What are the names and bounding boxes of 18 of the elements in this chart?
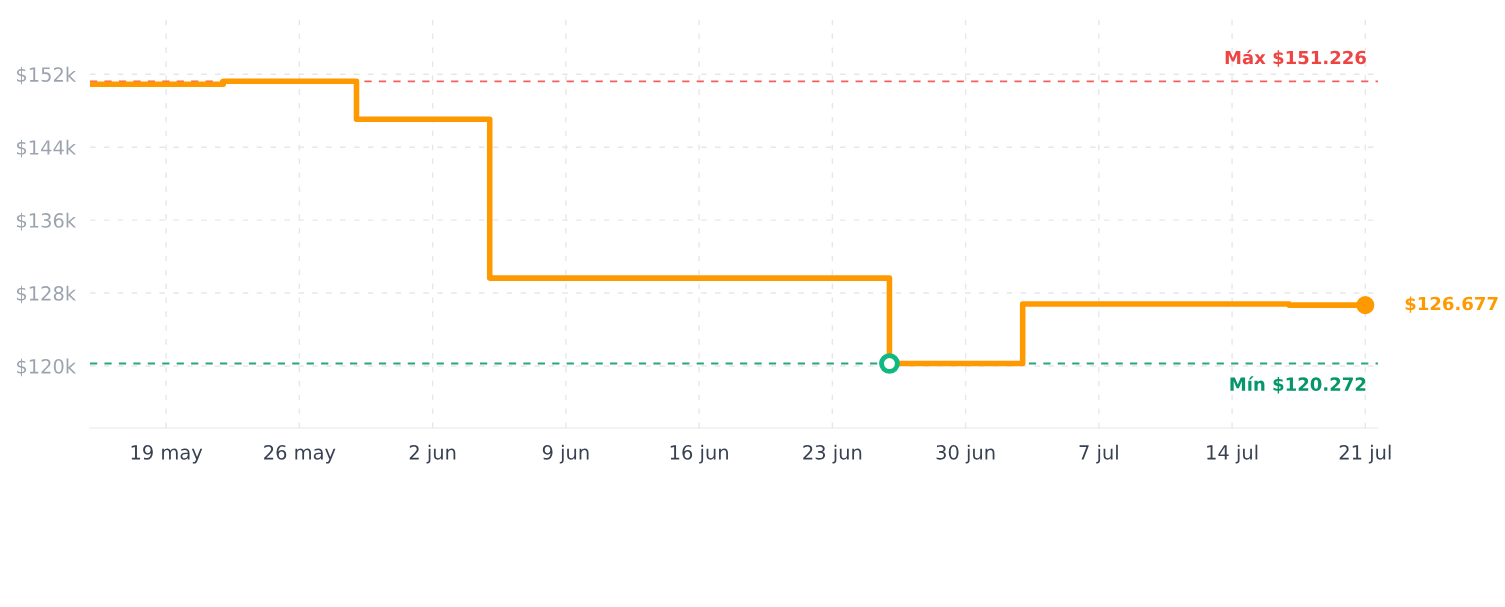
x-tick-label: 16 jun bbox=[670, 444, 728, 464]
data-label: $126.677 bbox=[1405, 296, 1498, 313]
x-tick-label: 14 jul bbox=[1207, 444, 1258, 464]
y-tick-label: $152k bbox=[16, 66, 77, 85]
ref-line-label: Mín $120.272 bbox=[1230, 376, 1366, 394]
x-tick-label: 7 jul bbox=[1079, 444, 1118, 464]
y-tick-label: $120k bbox=[16, 358, 77, 377]
x-tick-label: 26 may bbox=[264, 445, 336, 464]
x-tick-label: 9 jun bbox=[542, 444, 589, 464]
x-tick-label: 30 jun bbox=[936, 444, 995, 464]
ref-line-label: Máx $151.226 bbox=[1225, 49, 1366, 67]
y-tick-label: $128k bbox=[16, 285, 77, 304]
y-tick-label: $136k bbox=[16, 212, 77, 231]
x-tick-label: 21 jul bbox=[1339, 444, 1391, 464]
x-tick-label: 23 jun bbox=[803, 444, 862, 464]
x-tick-label: 19 may bbox=[131, 445, 203, 464]
x-tick-label: 2 jun bbox=[409, 444, 456, 464]
y-tick-label: $144k bbox=[16, 139, 77, 158]
